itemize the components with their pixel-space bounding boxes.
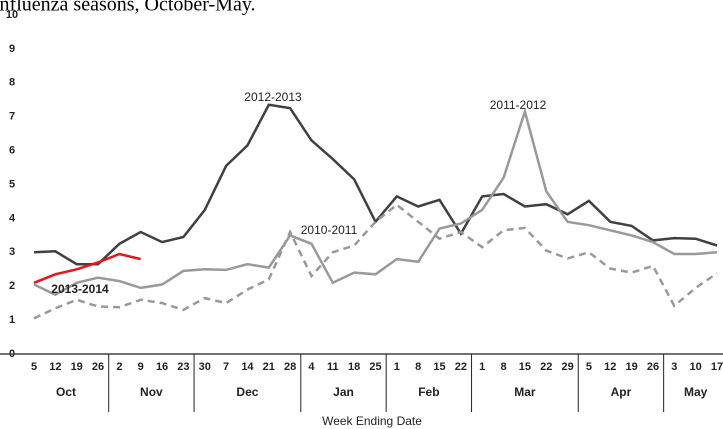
x-tick-label: 22 — [455, 361, 467, 373]
x-tick-label: 25 — [369, 361, 381, 373]
y-tick-label: 1 — [9, 314, 15, 326]
y-tick-label: 4 — [9, 212, 16, 224]
x-axis-label: Week Ending Date — [322, 414, 422, 428]
series-line — [33, 107, 718, 297]
y-tick-label: 5 — [9, 178, 15, 190]
chart-title: influenza seasons, October-May. — [0, 0, 256, 16]
x-tick-label: 21 — [263, 361, 275, 373]
x-tick-label: 1 — [479, 361, 485, 373]
x-tick-label: 28 — [284, 361, 296, 373]
series-label: 2010-2011 — [301, 223, 358, 237]
x-tick-label: 26 — [92, 361, 104, 373]
x-tick-label: 30 — [199, 361, 211, 373]
x-tick-label: 29 — [561, 361, 573, 373]
x-tick-label: 23 — [177, 361, 189, 373]
y-tick-label: 9 — [9, 43, 15, 55]
x-tick-label: 9 — [138, 361, 144, 373]
series-line — [33, 103, 718, 266]
x-tick-label: 16 — [156, 361, 168, 373]
series-label: 2011-2012 — [490, 98, 547, 112]
x-tick-label: 8 — [415, 361, 421, 373]
x-tick-label: 12 — [604, 361, 616, 373]
x-tick-label: 15 — [519, 361, 531, 373]
x-tick-label: 19 — [71, 361, 83, 373]
x-tick-label: 5 — [586, 361, 592, 373]
y-tick-label: 10 — [6, 9, 18, 21]
y-tick-label: 7 — [9, 111, 15, 123]
x-tick-label: 2 — [116, 361, 122, 373]
x-tick-label: 4 — [308, 361, 315, 373]
month-label: Apr — [611, 385, 632, 399]
x-tick-label: 17 — [711, 361, 723, 373]
x-tick-label: 14 — [241, 361, 254, 373]
x-tick-label: 11 — [327, 361, 339, 373]
series-label: 2013-2014 — [51, 282, 109, 296]
x-tick-label: 18 — [348, 361, 360, 373]
series-line — [33, 252, 141, 284]
month-label: Oct — [56, 385, 76, 399]
y-tick-label: 6 — [9, 145, 15, 157]
x-tick-label: 15 — [433, 361, 445, 373]
x-tick-label: 3 — [671, 361, 677, 373]
y-tick-label: 8 — [9, 77, 15, 89]
x-tick-label: 10 — [690, 361, 702, 373]
month-label: Dec — [236, 385, 258, 399]
month-label: Mar — [514, 385, 536, 399]
y-tick-label: 3 — [9, 246, 15, 258]
x-tick-label: 26 — [647, 361, 659, 373]
y-tick-label: 2 — [9, 280, 15, 292]
x-tick-label: 5 — [31, 361, 37, 373]
x-tick-label: 19 — [626, 361, 638, 373]
series-label: 2012-2013 — [244, 90, 302, 104]
month-label: Feb — [418, 385, 439, 399]
x-tick-label: 8 — [501, 361, 507, 373]
month-label: Nov — [140, 385, 163, 399]
x-tick-label: 1 — [394, 361, 400, 373]
series-line — [33, 203, 718, 320]
month-label: Jan — [333, 385, 354, 399]
x-tick-label: 7 — [223, 361, 229, 373]
month-label: May — [684, 385, 708, 399]
x-tick-label: 12 — [49, 361, 61, 373]
x-tick-label: 22 — [540, 361, 552, 373]
